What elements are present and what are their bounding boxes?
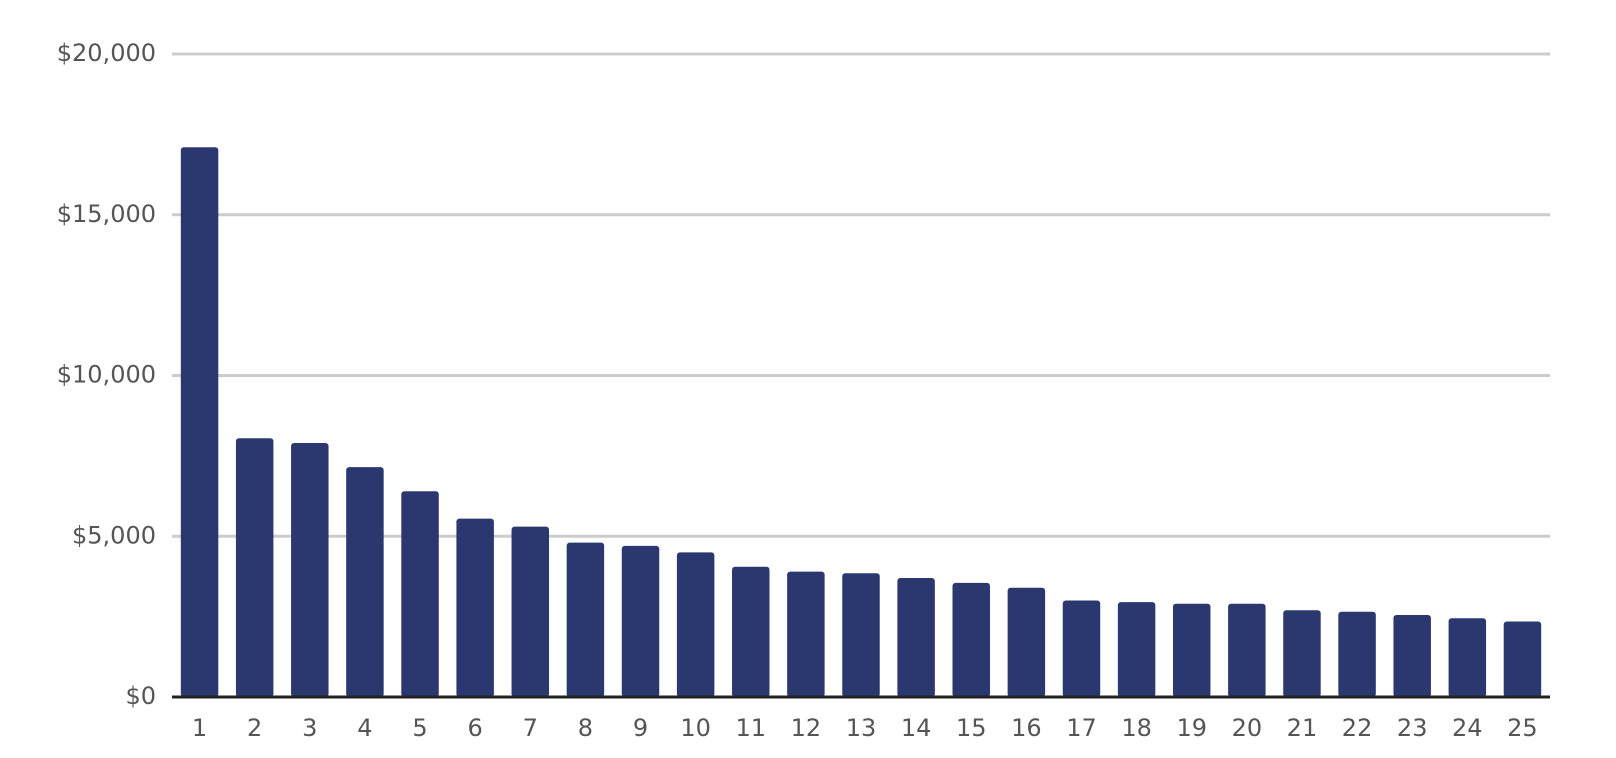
bar	[621, 545, 660, 697]
y-tick-label: $0	[125, 682, 156, 710]
bar	[1228, 603, 1266, 697]
x-tick-label: 5	[412, 714, 427, 742]
x-tick-label: 8	[578, 714, 593, 742]
x-tick-label: 9	[633, 714, 648, 742]
bar	[1338, 611, 1376, 697]
bar	[235, 438, 274, 697]
bar	[1117, 602, 1156, 697]
x-tick-label: 22	[1342, 714, 1373, 742]
x-tick-label: 12	[791, 714, 822, 742]
bar	[511, 526, 550, 697]
bar	[1448, 618, 1487, 697]
x-tick-label: 16	[1011, 714, 1042, 742]
bar	[842, 573, 880, 697]
x-tick-label: 4	[357, 714, 372, 742]
x-tick-label: 2	[247, 714, 262, 742]
bar	[180, 147, 219, 698]
x-tick-label: 20	[1232, 714, 1263, 742]
y-tick-label: $5,000	[72, 521, 156, 549]
x-tick-label: 25	[1507, 714, 1538, 742]
bar	[566, 542, 605, 697]
x-tick-label: 17	[1066, 714, 1097, 742]
bar	[676, 552, 715, 697]
bar	[897, 578, 935, 697]
x-tick-label: 24	[1452, 714, 1483, 742]
bar	[1283, 610, 1321, 697]
bar	[1503, 621, 1542, 697]
x-tick-label: 13	[846, 714, 877, 742]
x-tick-label: 19	[1176, 714, 1207, 742]
bar	[952, 582, 990, 697]
x-tick-label: 15	[956, 714, 987, 742]
bar	[787, 571, 825, 697]
bar	[291, 443, 329, 697]
bar	[401, 491, 439, 697]
x-tick-label: 10	[680, 714, 711, 742]
bar	[456, 518, 494, 697]
y-tick-label: $20,000	[57, 39, 156, 67]
bar	[1062, 600, 1101, 697]
y-tick-label: $15,000	[57, 200, 156, 228]
y-tick-label: $10,000	[57, 361, 156, 389]
x-tick-label: 14	[901, 714, 932, 742]
x-tick-label: 6	[468, 714, 483, 742]
x-tick-label: 18	[1121, 714, 1152, 742]
bar	[1393, 615, 1431, 697]
bar	[732, 566, 770, 697]
bar	[1007, 587, 1046, 697]
bar	[346, 467, 384, 697]
x-tick-label: 3	[302, 714, 317, 742]
x-tick-label: 11	[735, 714, 766, 742]
x-tick-label: 23	[1397, 714, 1428, 742]
x-tick-label: 1	[192, 714, 207, 742]
x-tick-label: 7	[523, 714, 538, 742]
bar	[1172, 603, 1211, 697]
x-tick-label: 21	[1287, 714, 1318, 742]
